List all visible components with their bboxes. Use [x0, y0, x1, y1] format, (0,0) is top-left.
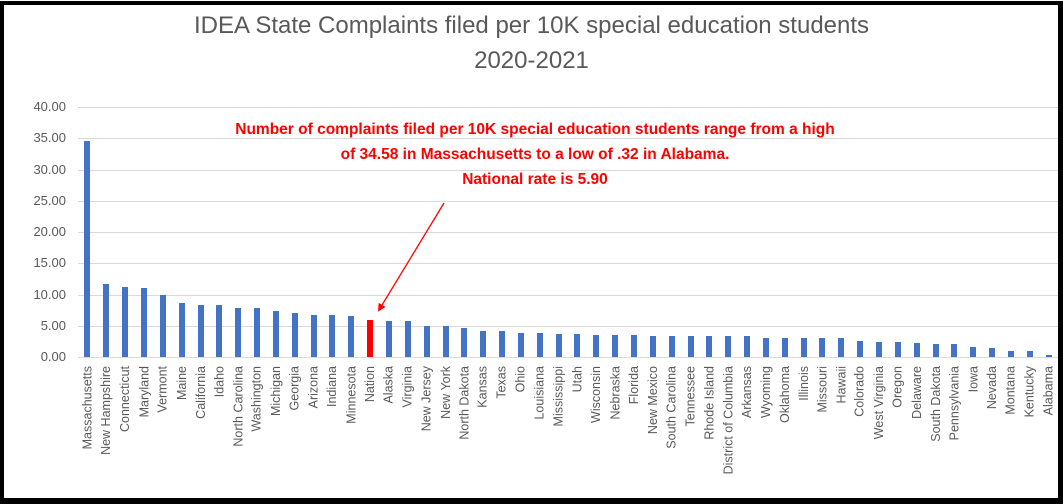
bar-oklahoma	[781, 337, 788, 357]
bar-wisconsin	[593, 334, 600, 357]
bar-alaska	[385, 321, 392, 357]
gridline	[78, 138, 1058, 139]
bar-california	[197, 304, 204, 357]
bar-washington	[254, 308, 261, 357]
annotation-line-1: Number of complaints filed per 10K speci…	[235, 121, 835, 138]
bar-mississippi	[555, 333, 562, 357]
bar-tennessee	[687, 336, 694, 357]
bar-massachusetts	[84, 140, 91, 357]
gridline	[78, 107, 1058, 108]
gridline	[78, 201, 1058, 202]
bar-vermont	[159, 295, 166, 357]
y-tick-label: 35.00	[33, 130, 66, 145]
bar-new-hampshire	[103, 284, 110, 357]
bar-minnesota	[348, 316, 355, 357]
y-tick-label: 25.00	[33, 193, 66, 208]
bar-louisiana	[536, 332, 543, 357]
bar-hawaii	[838, 338, 845, 357]
bar-michigan	[272, 311, 279, 357]
chart-subtitle: 2020-2021	[474, 47, 589, 74]
bar-connecticut	[122, 287, 129, 357]
bar-utah	[574, 333, 581, 357]
bar-oregon	[894, 342, 901, 357]
bar-maryland	[140, 288, 147, 357]
y-tick-label: 40.00	[33, 99, 66, 114]
gridline	[78, 357, 1058, 358]
bar-new-york	[442, 326, 449, 357]
bar-idaho	[216, 304, 223, 357]
bar-south-dakota	[932, 343, 939, 357]
bar-georgia	[291, 313, 298, 357]
bar-kentucky	[1026, 350, 1033, 357]
bar-kansas	[480, 330, 487, 357]
annotation-text: Number of complaints filed per 10K speci…	[190, 117, 880, 192]
gridline	[78, 170, 1058, 171]
bar-arkansas	[744, 336, 751, 357]
bar-indiana	[329, 315, 336, 357]
bar-montana	[1007, 350, 1014, 357]
bar-iowa	[970, 347, 977, 357]
bar-ohio	[517, 332, 524, 357]
chart-title: IDEA State Complaints filed per 10K spec…	[193, 12, 870, 39]
bar-illinois	[800, 337, 807, 357]
bar-north-dakota	[461, 327, 468, 357]
bar-delaware	[913, 342, 920, 357]
bar-colorado	[857, 340, 864, 357]
annotation-line-3: National rate is 5.90	[462, 171, 608, 188]
y-tick-label: 0.00	[40, 349, 66, 364]
bar-pennsylvania	[951, 343, 958, 357]
bar-rhode-island	[706, 336, 713, 357]
y-tick-label: 30.00	[33, 162, 66, 177]
y-tick-label: 15.00	[33, 255, 66, 270]
bar-missouri	[819, 338, 826, 357]
bar-alabama	[1045, 355, 1052, 357]
bar-nevada	[989, 347, 996, 357]
y-tick-label: 10.00	[33, 287, 66, 302]
y-tick-label: 5.00	[40, 318, 66, 333]
bar-new-mexico	[649, 335, 656, 357]
bar-texas	[499, 330, 506, 357]
gridline	[78, 326, 1058, 327]
gridline	[78, 263, 1058, 264]
bar-nation	[367, 320, 374, 357]
bar-florida	[630, 334, 637, 357]
annotation-line-2: of 34.58 in Massachusetts to a low of .3…	[340, 146, 730, 163]
bar-maine	[178, 303, 185, 357]
bar-north-carolina	[235, 308, 242, 357]
arrow-icon	[377, 202, 445, 312]
bar-wyoming	[762, 337, 769, 357]
bar-arizona	[310, 315, 317, 357]
bar-west-virginia	[875, 342, 882, 357]
y-tick-label: 20.00	[33, 224, 66, 239]
bar-south-carolina	[668, 336, 675, 357]
gridline	[78, 295, 1058, 296]
gridline	[78, 232, 1058, 233]
bar-district-of-columbia	[725, 336, 732, 357]
bar-new-jersey	[423, 326, 430, 357]
bar-nebraska	[612, 334, 619, 357]
bar-virginia	[404, 321, 411, 357]
